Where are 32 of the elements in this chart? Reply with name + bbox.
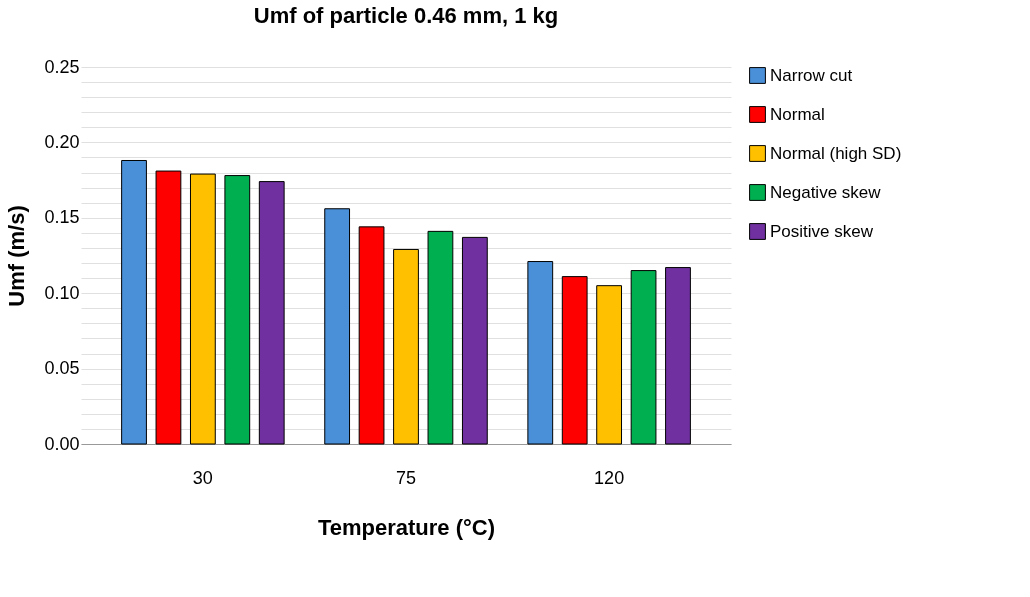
y-tick-label: 0.00 xyxy=(44,433,80,454)
bar xyxy=(189,173,216,445)
y-tick-label: 0.10 xyxy=(44,282,80,303)
y-tick-label: 0.25 xyxy=(44,56,80,77)
bar xyxy=(224,175,251,445)
bar xyxy=(527,261,554,445)
y-tick-label: 0.05 xyxy=(44,358,80,379)
legend-label: Normal (high SD) xyxy=(770,143,902,163)
bar xyxy=(665,267,691,445)
chart-title: Umf of particle 0.46 mm, 1 kg xyxy=(253,3,559,28)
bar xyxy=(561,276,588,445)
bar xyxy=(461,236,488,445)
x-tick-label: 120 xyxy=(594,467,625,488)
bar xyxy=(596,285,623,445)
bar xyxy=(427,230,454,445)
bar xyxy=(258,181,285,445)
legend-label: Normal xyxy=(770,104,825,124)
bar xyxy=(155,170,182,445)
legend-label: Narrow cut xyxy=(770,65,853,85)
bar xyxy=(121,160,147,445)
legend-label: Negative skew xyxy=(770,182,882,202)
bar xyxy=(358,226,385,445)
y-tick-label: 0.15 xyxy=(44,207,80,228)
bar xyxy=(630,270,657,445)
x-tick-label: 30 xyxy=(192,467,213,488)
x-axis-title: Temperature (°C) xyxy=(317,514,496,540)
legend-label: Positive skew xyxy=(770,221,874,241)
bar xyxy=(324,208,351,445)
y-axis-title: Umf (m/s) xyxy=(4,205,30,307)
y-tick-label: 0.20 xyxy=(44,131,80,152)
x-tick-label: 75 xyxy=(395,467,417,488)
bar xyxy=(393,248,419,445)
